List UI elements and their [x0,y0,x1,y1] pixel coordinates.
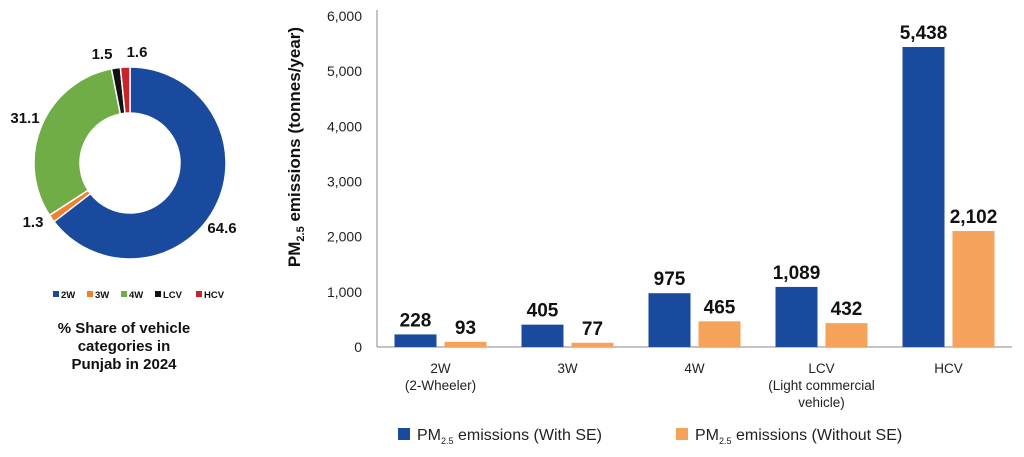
bar-4w-without-se [698,321,741,347]
legend-swatch-3w [87,291,93,297]
donut-chart: 64.6 1.3 31.1 1.5 1.6 [10,44,237,260]
legend-label-lcv: LCV [163,290,183,301]
bar-value-label: 1,089 [773,263,821,284]
donut-value-label-4w: 31.1 [10,110,39,127]
donut-legend: 2W 3W 4W LCV HCV [53,290,225,301]
bar-value-label: 77 [582,319,603,340]
donut-title-line: % Share of vehicle [58,320,191,337]
donut-slice-2w [52,66,227,260]
bar-2w-with-se [394,334,437,347]
legend-swatch-lcv [155,291,161,297]
x-tick-label: (Light commercial [768,378,875,393]
donut-slice-hcv [119,66,131,115]
bar-legend-label-with-se: PM2.5 emissions (With SE) [417,427,602,446]
bar-hcv-without-se [952,231,995,347]
bar-x-tick-labels: 2W (2-Wheeler) 3W 4W LCV (Light commercial veh… [405,361,963,410]
bar-value-label: 432 [831,299,863,320]
bar-hcv-with-se [902,47,945,348]
y-tick-label: 1,000 [327,284,362,300]
bar-value-label: 2,102 [950,207,998,228]
y-tick-label: 2,000 [327,229,362,245]
donut-value-label-lcv: 1.5 [92,46,113,63]
bar-marks: 228 93 405 77 975 465 1,089 432 5,438 2,102 [394,23,998,348]
bar-legend-label-without-se: PM2.5 emissions (Without SE) [695,427,902,446]
y-tick-label: 6,000 [327,8,362,24]
x-tick-label: (2-Wheeler) [405,378,476,393]
legend-swatch-2w [53,291,59,297]
bar-value-label: 5,438 [900,23,948,44]
legend-label-hcv: HCV [204,290,225,301]
bar-value-label: 228 [400,310,432,331]
bar-value-label: 465 [704,297,736,318]
y-tick-label: 0 [354,339,362,355]
x-tick-label: LCV [808,361,834,376]
x-tick-label: vehicle) [798,395,845,410]
bar-3w-without-se [571,342,614,347]
x-tick-label: HCV [934,361,963,376]
donut-value-label-2w: 64.6 [207,220,236,237]
legend-label-2w: 2W [61,290,75,301]
bar-lcv-with-se [775,286,818,347]
legend-label-3w: 3W [95,290,109,301]
bar-lcv-without-se [825,323,868,347]
donut-slice-4w [33,67,122,217]
donut-title: % Share of vehicle categories in Punjab in… [58,320,191,373]
x-tick-label: 4W [684,361,705,376]
y-tick-label: 5,000 [327,63,362,79]
bar-3w-with-se [521,324,564,347]
x-tick-label: 3W [557,361,578,376]
bar-legend: PM2.5 emissions (With SE) PM2.5 emissions… [398,427,902,446]
donut-value-label-3w: 1.3 [23,214,44,231]
y-tick-label: 4,000 [327,118,362,134]
bar-2w-without-se [444,341,487,347]
donut-title-line: Punjab in 2024 [71,356,177,373]
bar-y-axis-label: PM2.5 emissions (tonnes/year) [285,27,307,267]
donut-title-line: categories in [78,338,171,355]
bar-4w-with-se [648,293,691,347]
y-tick-label: 3,000 [327,174,362,190]
bar-legend-swatch-with-se [398,428,410,440]
legend-swatch-hcv [196,291,202,297]
bar-legend-swatch-without-se [676,428,688,440]
bar-value-label: 975 [654,269,686,290]
legend-swatch-4w [121,291,127,297]
legend-label-4w: 4W [129,290,143,301]
x-tick-label: 2W [430,361,451,376]
bar-value-label: 93 [455,318,476,339]
bar-value-label: 405 [527,301,559,322]
donut-value-label-hcv: 1.6 [127,44,148,61]
